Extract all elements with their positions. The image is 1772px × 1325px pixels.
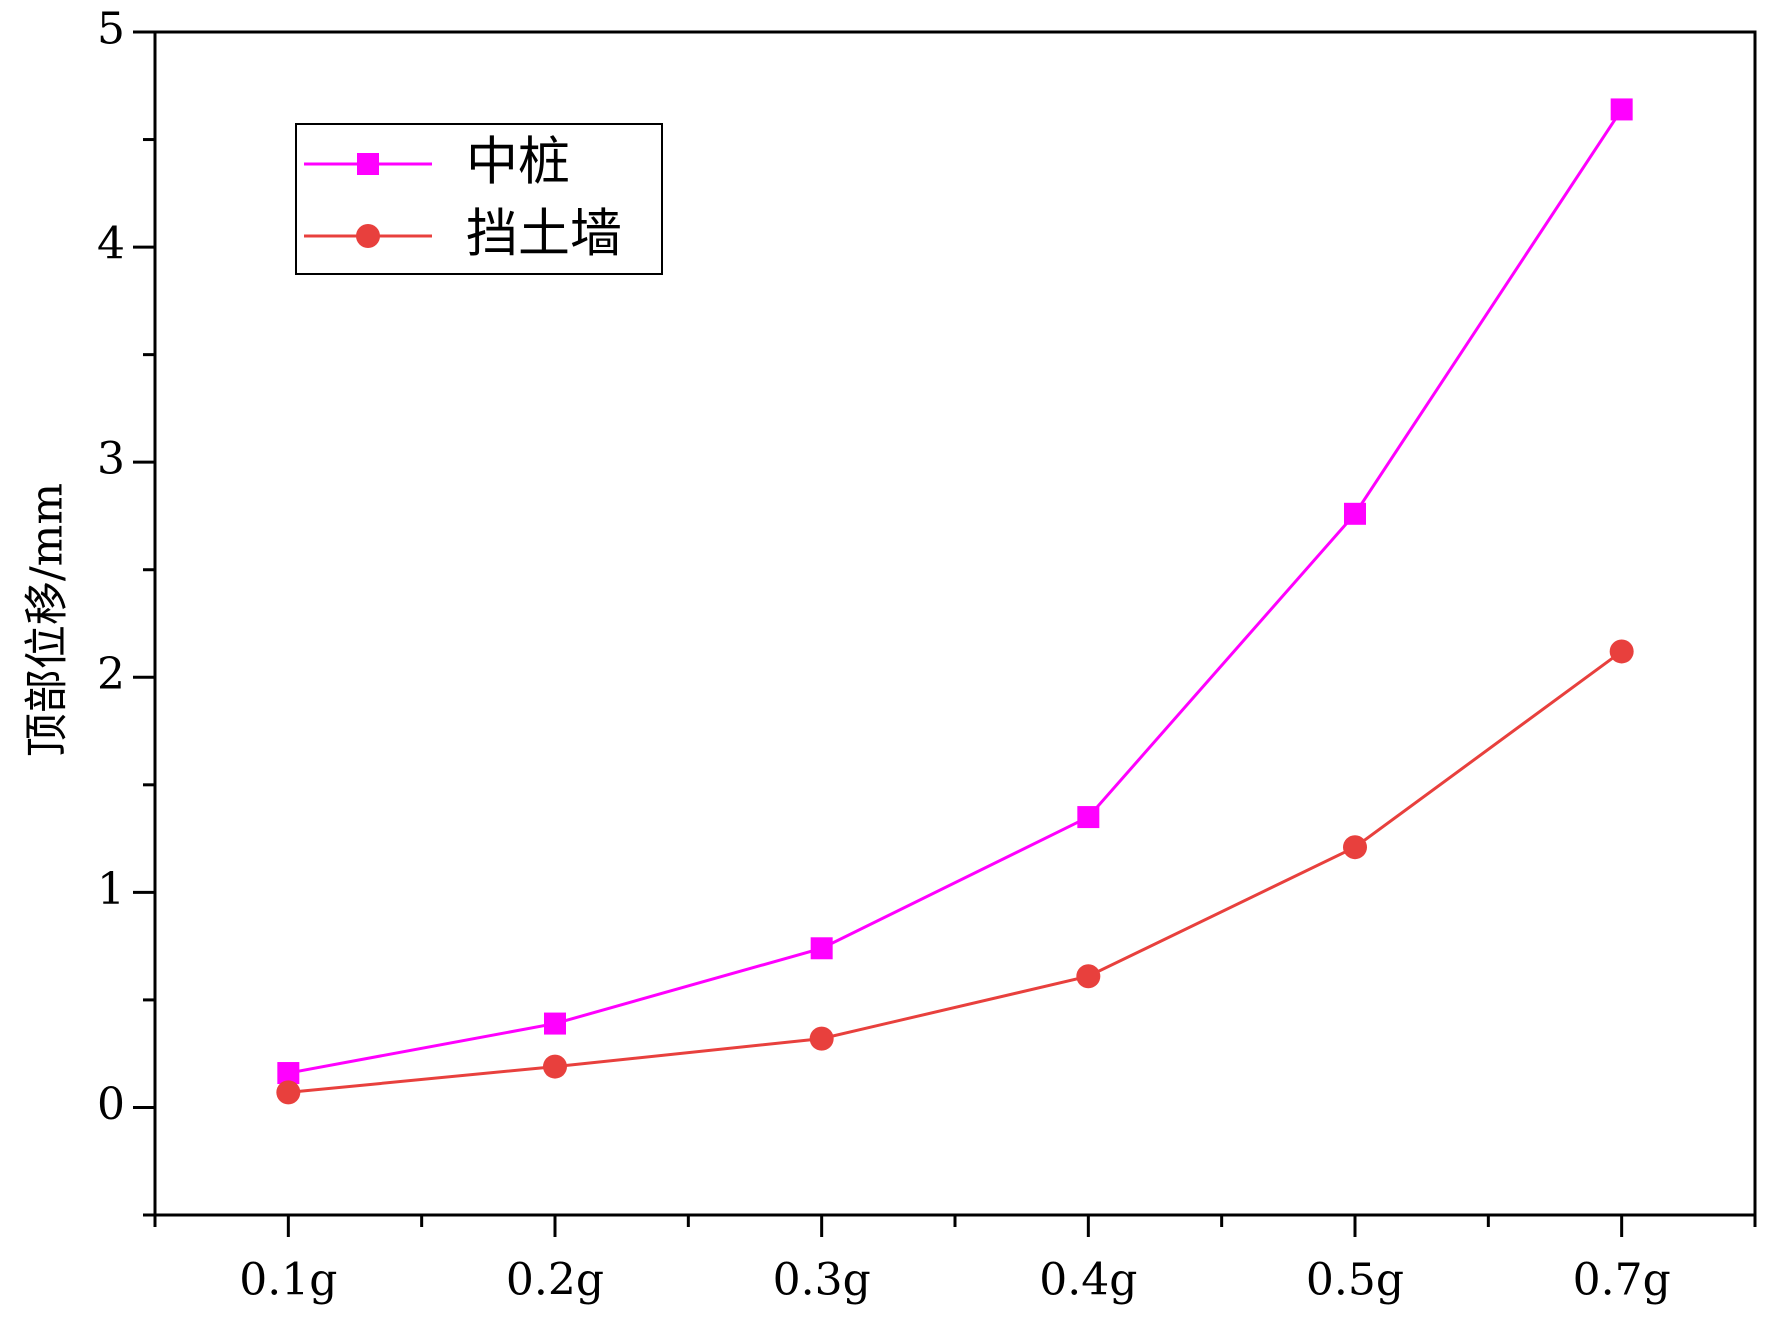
marker [1343,835,1367,860]
y-tick-label: 2 [97,649,125,700]
marker [1609,639,1634,664]
y-tick-label: 0 [97,1079,125,1130]
marker [1610,98,1633,121]
y-axis-label: 顶部位移/mm [22,483,73,757]
y-tick-label: 4 [97,219,125,270]
legend-marker [356,224,380,248]
x-tick-label: 0.4g [1039,1255,1137,1306]
y-tick-label: 1 [97,864,125,915]
y-tick-label: 5 [97,4,125,55]
marker [809,1026,834,1051]
marker [543,1054,567,1079]
marker [276,1080,301,1105]
legend-box [295,123,663,275]
marker [277,1062,300,1085]
marker [1344,502,1366,525]
marker [544,1012,566,1035]
x-tick-label: 0.7g [1573,1255,1671,1306]
legend-marker [357,153,379,175]
y-tick-label: 3 [97,434,125,485]
x-tick-label: 0.1g [239,1255,337,1306]
x-tick-label: 0.3g [773,1255,871,1306]
x-tick-label: 0.5g [1306,1255,1404,1306]
marker [1076,964,1101,989]
series-line [288,650,1623,1094]
marker [1077,806,1100,829]
marker [810,937,833,960]
legend-label: 中桩 [466,133,570,193]
x-tick-label: 0.2g [506,1255,604,1306]
legend-label: 挡土墙 [466,205,622,265]
series-line [288,108,1623,1075]
